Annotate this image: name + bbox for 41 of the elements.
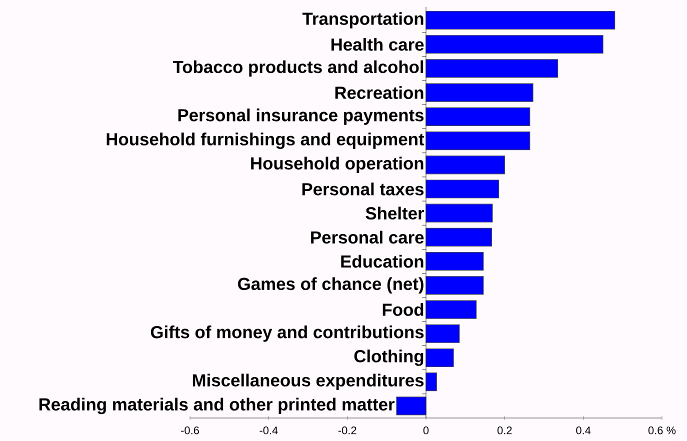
bar <box>426 324 460 343</box>
x-tick-label: 0.6 % <box>648 426 676 434</box>
x-tick-label: 0.2 <box>497 426 512 434</box>
x-tick-label: 0.4 <box>576 426 591 434</box>
bar <box>396 396 426 416</box>
y-tick-label: Shelter <box>366 206 424 220</box>
x-tick-label: -0.6 <box>181 426 199 434</box>
bar <box>426 348 454 368</box>
y-tick-label: Household furnishings and equipment <box>106 132 424 149</box>
y-tick-label: Reading materials and other printed matter <box>39 398 395 414</box>
bar <box>426 204 493 222</box>
y-tick-label: Personal insurance payments <box>178 108 424 125</box>
bar <box>426 252 484 271</box>
y-tick-label: Tobacco products and alcohol <box>172 60 424 77</box>
x-tick-label: -0.2 <box>338 426 356 434</box>
bar <box>426 10 616 30</box>
bar <box>426 180 500 198</box>
y-tick-label: Transportation <box>302 12 424 28</box>
x-tick-label: -0.4 <box>260 426 278 434</box>
y-tick-label: Clothing <box>354 350 424 366</box>
y-tick-label: Miscellaneous expenditures <box>192 374 424 390</box>
bar <box>426 276 484 295</box>
y-tick-label: Recreation <box>335 86 424 99</box>
x-tick-label: 0 <box>423 426 429 434</box>
bar <box>426 372 437 392</box>
bar <box>426 35 604 54</box>
y-tick-label: Health care <box>331 38 424 51</box>
y-tick-label: Personal care <box>311 230 424 244</box>
y-tick-label: Education <box>341 254 424 268</box>
y-tick-label: Personal taxes <box>302 182 424 196</box>
y-tick-label: Games of chance (net) <box>238 277 424 294</box>
bar <box>426 156 505 174</box>
bar <box>426 300 477 319</box>
bar <box>426 59 558 78</box>
y-tick-label: Household operation <box>251 156 424 174</box>
bar <box>426 83 534 102</box>
bar <box>426 107 530 126</box>
y-tick-label: Food <box>382 303 424 316</box>
bar <box>426 131 530 150</box>
y-tick-label: Gifts of money and contributions <box>150 326 424 342</box>
bar <box>426 228 492 247</box>
